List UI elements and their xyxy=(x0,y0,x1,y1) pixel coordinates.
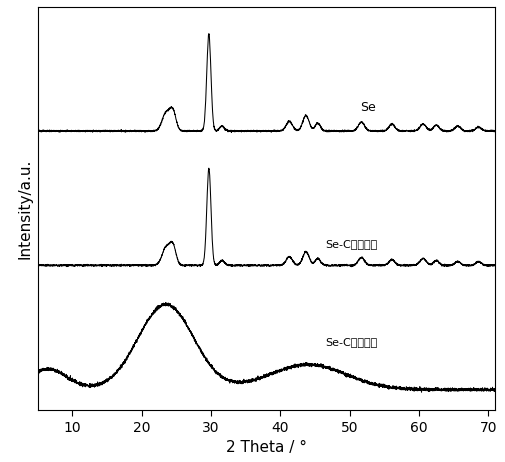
Text: Se-C球磨混合: Se-C球磨混合 xyxy=(325,239,378,249)
X-axis label: 2 Theta / °: 2 Theta / ° xyxy=(226,440,307,455)
Text: Se-C蚊没复合: Se-C蚊没复合 xyxy=(325,337,378,347)
Text: Se: Se xyxy=(360,102,376,115)
Y-axis label: Intensity/a.u.: Intensity/a.u. xyxy=(17,158,32,259)
